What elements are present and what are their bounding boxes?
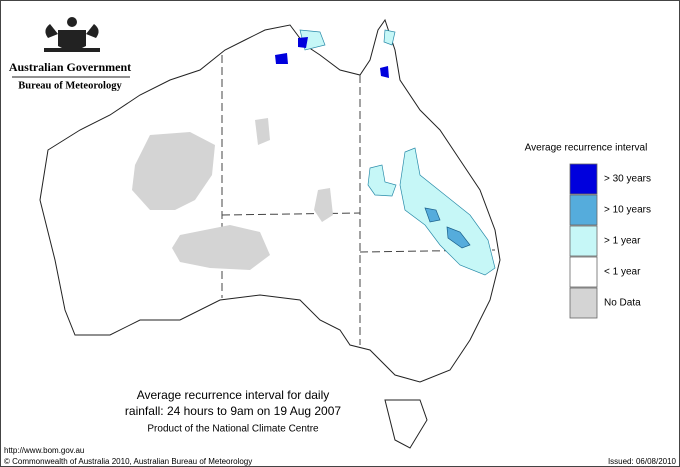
caption-line2: rainfall: 24 hours to 9am on 19 Aug 2007 — [125, 404, 341, 418]
legend-swatch — [569, 225, 598, 257]
australia — [39, 18, 501, 449]
coat-of-arms — [44, 17, 100, 52]
legend-label: > 30 years — [604, 174, 651, 185]
legend-label: No Data — [604, 298, 641, 309]
legend-label: > 10 years — [604, 205, 651, 216]
footer-issued: Issued: 06/08/2010 — [608, 457, 677, 466]
legend-swatch — [569, 256, 598, 288]
legend-label: < 1 year — [604, 267, 641, 278]
header-title: Australian Government — [9, 60, 131, 74]
footer-copyright: © Commonwealth of Australia 2010, Austra… — [4, 457, 252, 466]
footer-url: http://www.bom.gov.au — [4, 446, 84, 455]
legend-title: Average recurrence interval — [525, 143, 648, 154]
legend-swatch — [569, 194, 598, 226]
caption-line3: Product of the National Climate Centre — [147, 424, 319, 435]
legend-label: > 1 year — [604, 236, 641, 247]
legend-swatch — [569, 163, 598, 195]
legend-swatch — [569, 287, 598, 319]
header-subtitle: Bureau of Meteorology — [18, 80, 122, 91]
caption-line1: Average recurrence interval for daily — [137, 388, 330, 402]
